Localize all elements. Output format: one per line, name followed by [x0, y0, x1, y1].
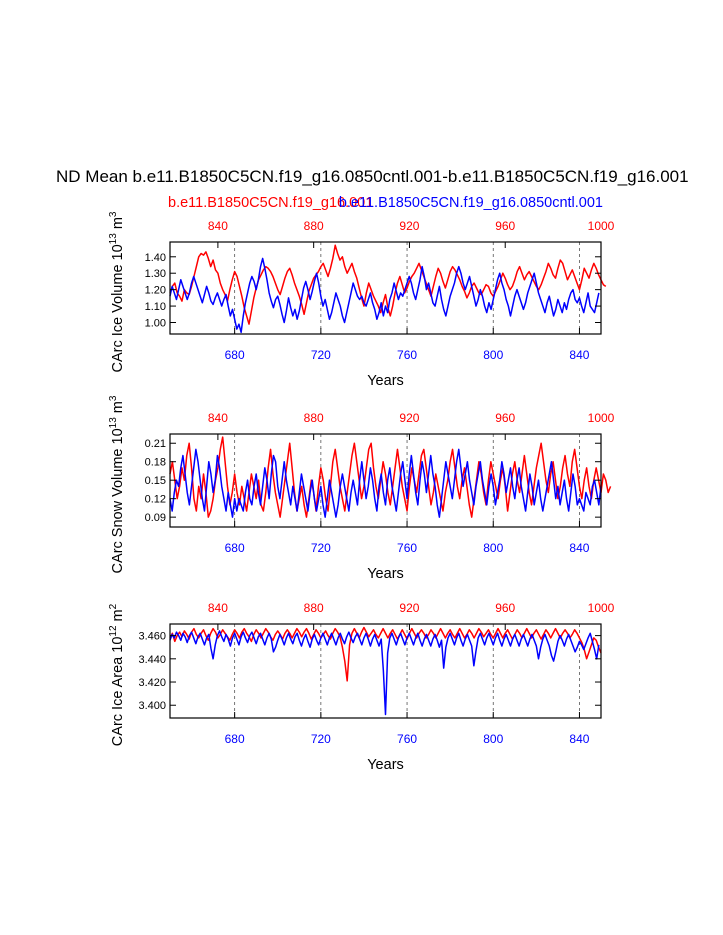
legend-red-series: b.e11.B1850C5CN.f19_g16.001 — [168, 195, 373, 211]
x-tick-label-bottom: 760 — [397, 732, 417, 746]
x-tick-label-top: 920 — [399, 601, 419, 615]
y-axis-title-ylabel-main: CArc Snow Volume 10 — [110, 428, 126, 573]
x-tick-label-bottom: 760 — [397, 541, 417, 555]
y-tick-label: 1.20 — [145, 285, 166, 297]
y-tick-label: 3.400 — [138, 700, 166, 712]
y-tick-label: 0.15 — [145, 475, 166, 487]
y-tick-label: 1.00 — [145, 318, 166, 330]
figure-title: ND Mean b.e11.B1850C5CN.f19_g16.0850cntl… — [56, 167, 689, 186]
y-tick-label: 1.10 — [145, 301, 166, 313]
y-tick-label: 1.30 — [145, 268, 166, 280]
y-axis-title-ylabel-exp: 13 — [108, 417, 119, 429]
legend-blue-series: b.e11.B1850C5CN.f19_g16.0850cntl.001 — [339, 195, 603, 211]
x-tick-label-bottom: 800 — [483, 541, 503, 555]
chart-panel-ice-area: 3.400 3.420 3.440 3.460 680 720 760 800 840 840 88… — [108, 601, 615, 773]
x-tick-label-top: 840 — [208, 601, 228, 615]
x-tick-label-top: 920 — [399, 219, 419, 233]
y-axis-title-ylabel-exp: 13 — [108, 233, 119, 245]
x-tick-label-top: 1000 — [588, 411, 615, 425]
x-tick-label-bottom: 680 — [225, 348, 245, 362]
y-axis-title-ylabel-exp: 12 — [108, 625, 119, 637]
x-tick-label-bottom: 720 — [311, 732, 331, 746]
x-tick-label-bottom: 680 — [225, 541, 245, 555]
x-tick-label-top: 960 — [495, 219, 515, 233]
x-tick-label-top: 920 — [399, 411, 419, 425]
x-tick-label-top: 960 — [495, 411, 515, 425]
series-line-blue — [169, 630, 600, 716]
y-axis-title-ylabel-main: CArc Ice Area 10 — [110, 637, 126, 747]
y-axis-title-ylabel-unit: m — [110, 401, 126, 417]
plot-frame — [169, 623, 602, 719]
y-tick-label: 3.460 — [138, 631, 166, 643]
x-tick-label-bottom: 840 — [569, 541, 589, 555]
plot-frame — [169, 241, 602, 335]
x-tick-label-bottom: 800 — [483, 348, 503, 362]
series-line-blue — [169, 448, 602, 518]
y-axis-title: CArc Ice Volume 1013 m3 — [108, 211, 126, 372]
chart-panel-ice-volume: 1.00 1.10 1.20 1.30 1.40 680 720 760 800 840 840 88… — [108, 211, 615, 389]
y-tick-label: 0.12 — [145, 494, 166, 506]
x-tick-label-top: 1000 — [588, 219, 615, 233]
y-axis-title-ylabel-main: CArc Ice Volume 10 — [110, 244, 126, 372]
y-tick-label: 0.21 — [145, 438, 166, 450]
y-tick-label: 1.40 — [145, 252, 166, 264]
x-tick-label-bottom: 760 — [397, 348, 417, 362]
y-axis-title-ylabel-unit-exp: 3 — [108, 395, 119, 401]
x-axis-title: Years — [367, 757, 404, 773]
x-tick-label-bottom: 840 — [569, 732, 589, 746]
series-line-red — [169, 626, 602, 682]
x-tick-label-top: 960 — [495, 601, 515, 615]
y-axis-title: CArc Snow Volume 1013 m3 — [108, 395, 126, 573]
x-tick-label-top: 840 — [208, 411, 228, 425]
y-tick-label: 3.440 — [138, 654, 166, 666]
x-tick-label-top: 1000 — [588, 601, 615, 615]
x-tick-label-top: 880 — [304, 601, 324, 615]
y-axis-title-ylabel-unit-exp: 2 — [108, 603, 119, 609]
y-axis-title-ylabel-unit-exp: 3 — [108, 211, 119, 217]
x-tick-label-bottom: 720 — [311, 348, 331, 362]
y-axis-title-ylabel-unit: m — [110, 217, 126, 233]
x-tick-label-top: 880 — [304, 219, 324, 233]
x-axis-title: Years — [367, 373, 404, 389]
x-axis-title: Years — [367, 566, 404, 582]
y-tick-label: 0.18 — [145, 457, 166, 469]
x-tick-label-top: 880 — [304, 411, 324, 425]
x-tick-label-bottom: 680 — [225, 732, 245, 746]
x-tick-label-top: 840 — [208, 219, 228, 233]
y-tick-label: 3.420 — [138, 677, 166, 689]
x-tick-label-bottom: 720 — [311, 541, 331, 555]
y-axis-title: CArc Ice Area 1012 m2 — [108, 603, 126, 746]
chart-panels: 1.00 1.10 1.20 1.30 1.40 680 720 760 800 840 840 88… — [108, 211, 615, 773]
chart-panel-snow-volume: 0.09 0.12 0.15 0.18 0.21 680 720 760 800 840 840 88… — [108, 395, 615, 582]
y-tick-label: 0.09 — [145, 512, 166, 524]
series-line-blue — [169, 257, 600, 334]
y-axis-title-ylabel-unit: m — [110, 609, 126, 625]
x-tick-label-bottom: 840 — [569, 348, 589, 362]
series-line-red — [169, 436, 612, 518]
x-tick-label-bottom: 800 — [483, 732, 503, 746]
